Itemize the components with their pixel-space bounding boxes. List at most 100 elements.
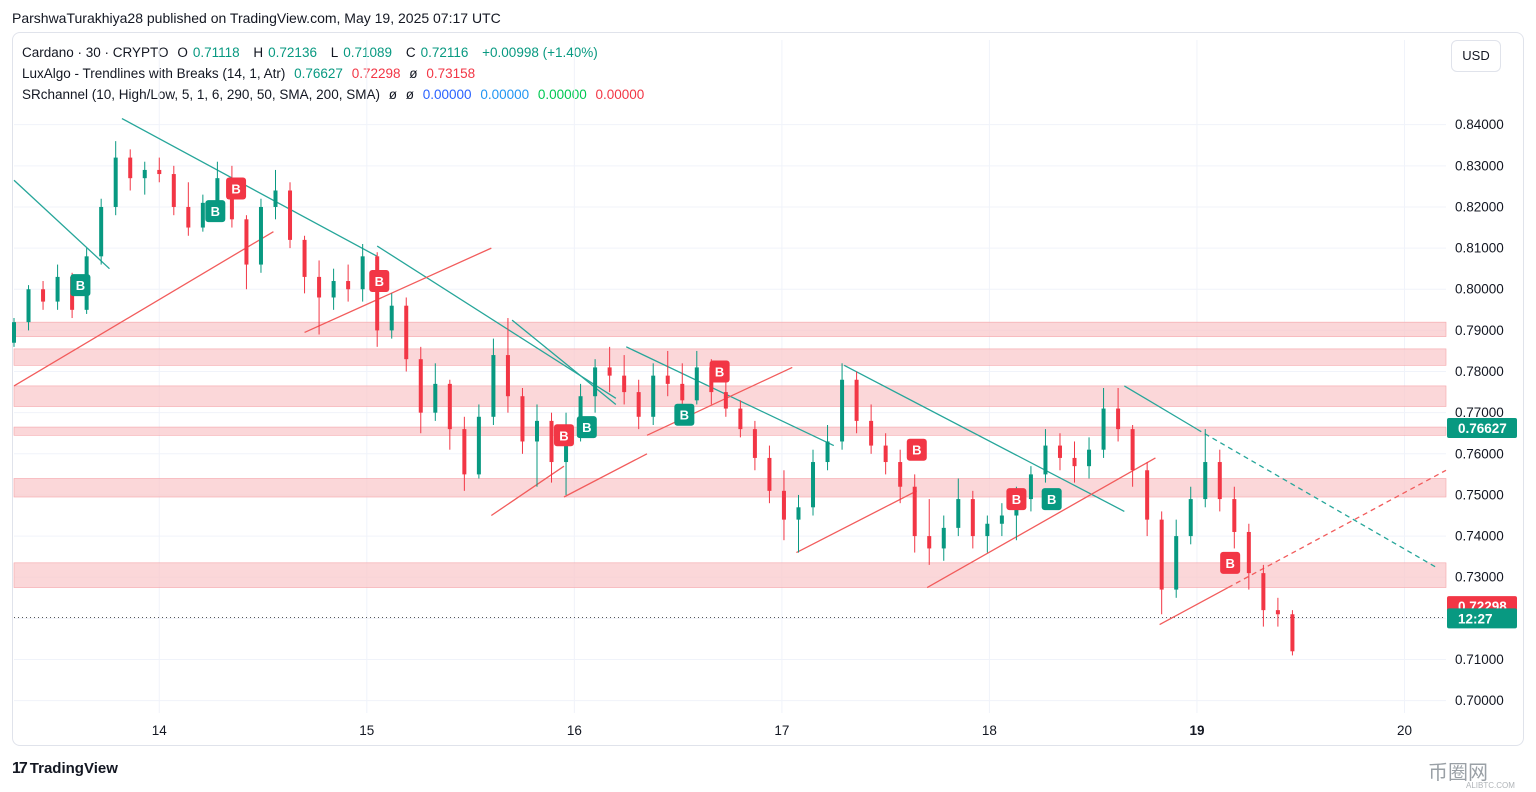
- price-tag: [1447, 608, 1517, 629]
- candle-body: [404, 305, 409, 360]
- candle-body: [142, 169, 147, 179]
- candle-body: [1116, 408, 1121, 430]
- candle-body: [346, 281, 351, 290]
- candle-body: [26, 289, 31, 323]
- candle-body: [680, 383, 685, 401]
- trendline: [563, 453, 648, 498]
- open-label: O: [177, 45, 188, 60]
- candle-body: [128, 157, 133, 179]
- break-label-text: B: [582, 420, 591, 435]
- candle-body: [956, 499, 961, 528]
- y-tick-label: 0.70000: [1455, 693, 1504, 708]
- price-tag-text: 12:27: [1458, 611, 1493, 626]
- candle-body: [186, 206, 191, 228]
- candle-body: [593, 367, 598, 397]
- srchannel-empty-2: ø: [405, 87, 414, 102]
- candle-body: [549, 420, 554, 463]
- candle-body: [1261, 573, 1266, 611]
- candle-body: [723, 392, 728, 409]
- candle-body: [1043, 445, 1048, 475]
- tv-logo-icon: 17: [12, 760, 28, 777]
- candle-body: [781, 490, 786, 520]
- candle-body: [331, 281, 336, 298]
- break-label-text: B: [1047, 492, 1056, 507]
- break-label-badge: [1220, 551, 1241, 574]
- trendline: [121, 117, 378, 257]
- y-tick-label: 0.79000: [1455, 323, 1504, 338]
- watermark: 币圈网 ALIBTC.COM: [1428, 756, 1515, 790]
- break-label-badge: [1006, 488, 1027, 511]
- candle-body: [99, 206, 104, 257]
- candle-body: [273, 190, 278, 207]
- break-label-badge: [369, 270, 390, 293]
- candle-body: [1159, 519, 1164, 590]
- price-tag-text: 0.76627: [1458, 421, 1507, 436]
- y-tick-label: 0.84000: [1455, 117, 1504, 132]
- candle-body: [157, 169, 162, 175]
- candle-body: [113, 157, 118, 207]
- sr-zone: [13, 426, 1447, 436]
- trendline: [843, 364, 1125, 512]
- y-tick-label: 0.74000: [1455, 529, 1504, 544]
- break-label-text: B: [375, 274, 384, 289]
- luxalgo-empty-symbol: ø: [409, 66, 418, 81]
- tv-logo-text: TradingView: [29, 760, 118, 777]
- symbol-name[interactable]: Cardano · 30 · CRYPTO: [22, 45, 169, 60]
- legend-luxalgo-row: LuxAlgo - Trendlines with Breaks (14, 1,…: [22, 66, 480, 81]
- candle-body: [1130, 429, 1135, 471]
- legend-srchannel-row: SRchannel (10, High/Low, 5, 1, 6, 290, 5…: [22, 87, 649, 102]
- y-tick-label: 0.83000: [1455, 158, 1504, 173]
- x-tick-label: 20: [1397, 723, 1412, 738]
- trendline: [926, 457, 1156, 589]
- candle-body: [288, 190, 293, 240]
- watermark-sub: ALIBTC.COM: [1466, 781, 1515, 790]
- srchannel-indicator-name[interactable]: SRchannel (10, High/Low, 5, 1, 6, 290, 5…: [22, 87, 380, 102]
- luxalgo-upper: 0.76627: [294, 66, 343, 81]
- candle-body: [360, 256, 365, 290]
- tradingview-logo[interactable]: 17 TradingView: [12, 760, 118, 778]
- luxalgo-indicator-name[interactable]: LuxAlgo - Trendlines with Breaks (14, 1,…: [22, 66, 286, 81]
- high-label: H: [253, 45, 264, 60]
- x-tick-label: 15: [359, 723, 374, 738]
- candle-body: [752, 429, 757, 458]
- trendline: [646, 366, 793, 436]
- candle-body: [215, 178, 220, 203]
- break-label-badge: [906, 438, 927, 461]
- currency-button[interactable]: USD: [1451, 40, 1501, 72]
- candle-body: [564, 433, 569, 463]
- y-tick-label: 0.73000: [1455, 570, 1504, 585]
- candle-body: [1188, 499, 1193, 537]
- y-tick-label: 0.71000: [1455, 652, 1504, 667]
- candle-body: [811, 462, 816, 508]
- chart-frame: [12, 32, 1524, 746]
- candle-body: [796, 507, 801, 520]
- break-label-badge: [709, 360, 730, 383]
- candle-body: [302, 239, 307, 277]
- candle-body: [200, 202, 205, 228]
- candle-body: [258, 206, 263, 265]
- trendline-projection: [1196, 428, 1436, 568]
- open-value: 0.71118: [192, 45, 240, 60]
- break-label-badge: [205, 200, 226, 223]
- y-tick-label: 0.82000: [1455, 199, 1504, 214]
- candle-body: [1290, 614, 1295, 652]
- watermark-text: 币圈网: [1428, 762, 1488, 784]
- candle-body: [12, 322, 16, 343]
- x-tick-label: 14: [152, 723, 168, 738]
- candle-body: [912, 486, 917, 537]
- srchannel-v4: 0.00000: [595, 87, 645, 102]
- candle-body: [694, 367, 699, 401]
- low-value: 0.71089: [343, 45, 393, 60]
- break-label-badge: [674, 403, 695, 426]
- trendline: [1159, 586, 1229, 626]
- candle-body: [375, 256, 380, 331]
- y-tick-label: 0.78000: [1455, 364, 1504, 379]
- candle-body: [636, 392, 641, 417]
- trendline: [13, 179, 110, 270]
- candle-body: [607, 367, 612, 376]
- sr-zone: [13, 348, 1447, 366]
- candle-body: [447, 383, 452, 430]
- candle-body: [985, 523, 990, 537]
- candle-body: [970, 499, 975, 537]
